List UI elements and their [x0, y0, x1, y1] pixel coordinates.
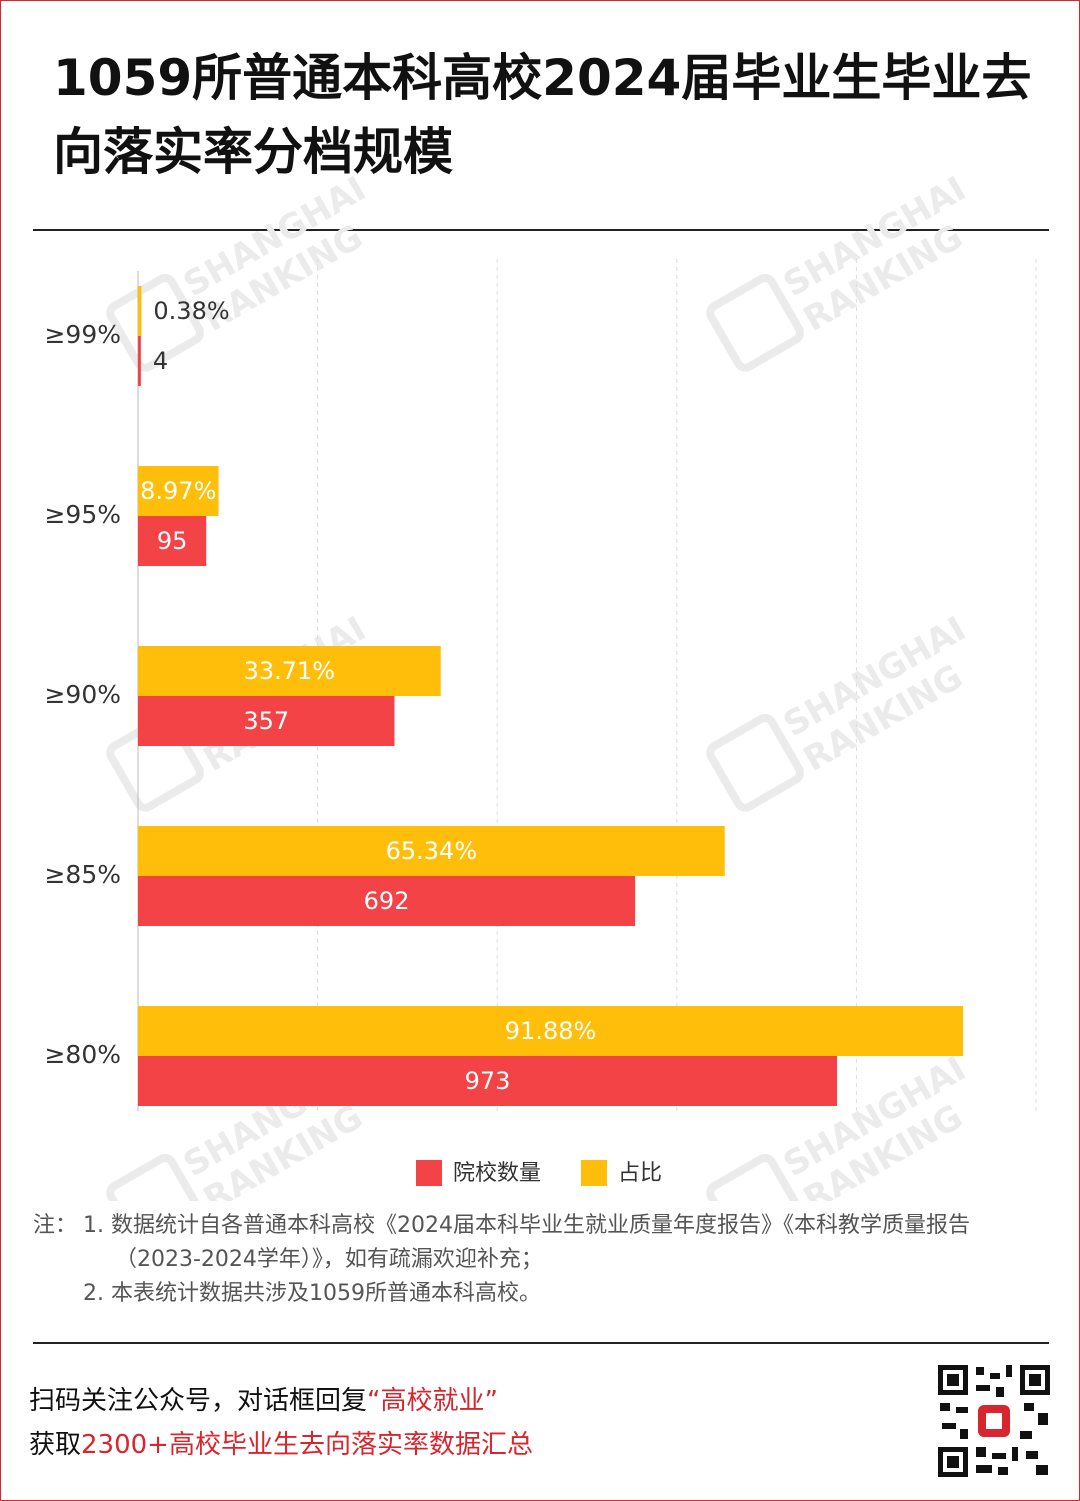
legend-label: 院校数量	[453, 1161, 541, 1186]
bar	[138, 696, 395, 746]
footer-highlight: 2300+高校毕业生去向落实率数据汇总	[81, 1430, 533, 1460]
y-tick-label: ≥85%	[44, 860, 121, 889]
value-label: 692	[364, 887, 410, 915]
y-tick-label: ≥99%	[44, 320, 121, 349]
title: 1059所普通本科高校2024届毕业生毕业去向落实率分档规模	[53, 49, 1032, 181]
qr-code	[936, 1363, 1052, 1479]
notes-label: 注：	[33, 1213, 78, 1238]
footer-line: 获取2300+高校毕业生去向落实率数据汇总	[29, 1423, 533, 1467]
footer: 扫码关注公众号，对话框回复“高校就业” 获取2300+高校毕业生去向落实率数据汇…	[29, 1379, 533, 1467]
note: 1. 数据统计自各普通本科高校《2024届本科毕业生就业质量年度报告》《本科教学…	[83, 1213, 970, 1272]
bar	[138, 1006, 964, 1056]
footer-text: 获取	[29, 1430, 82, 1460]
y-tick-label: ≥95%	[44, 500, 121, 529]
bar	[138, 1056, 838, 1106]
watermark-logo	[706, 273, 805, 372]
bar	[138, 876, 636, 926]
value-label: 33.71%	[244, 657, 336, 685]
divider	[33, 1342, 1049, 1344]
watermark-logo	[706, 1153, 805, 1201]
watermark-logo	[106, 1153, 205, 1201]
value-label: 357	[243, 707, 289, 735]
value-label: 91.88%	[505, 1017, 597, 1045]
value-label: 95	[157, 527, 188, 555]
bar	[138, 516, 207, 566]
footer-line: 扫码关注公众号，对话框回复“高校就业”	[29, 1379, 533, 1423]
value-label: 0.38%	[153, 297, 229, 325]
footer-highlight: “高校就业”	[367, 1386, 498, 1416]
y-tick-label: ≥90%	[44, 680, 121, 709]
y-tick-label: ≥80%	[44, 1040, 121, 1069]
notes: 注： 1. 数据统计自各普通本科高校《2024届本科毕业生就业质量年度报告》《本…	[33, 1209, 1053, 1311]
bar	[138, 336, 141, 386]
value-label: 973	[465, 1067, 511, 1095]
bar	[138, 646, 441, 696]
value-label: 8.97%	[140, 477, 216, 505]
divider	[33, 229, 1049, 231]
value-label: 65.34%	[386, 837, 478, 865]
bar	[138, 286, 142, 336]
bar	[138, 466, 219, 516]
note: 2. 本表统计数据共涉及1059所普通本科高校。	[83, 1281, 541, 1306]
bar	[138, 826, 725, 876]
watermark-logo	[706, 713, 805, 812]
value-label: 4	[153, 347, 168, 375]
legend-label: 占比	[618, 1161, 662, 1186]
footer-text: 扫码关注公众号，对话框回复	[29, 1386, 368, 1416]
legend-swatch	[416, 1160, 442, 1186]
legend-swatch	[581, 1160, 607, 1186]
